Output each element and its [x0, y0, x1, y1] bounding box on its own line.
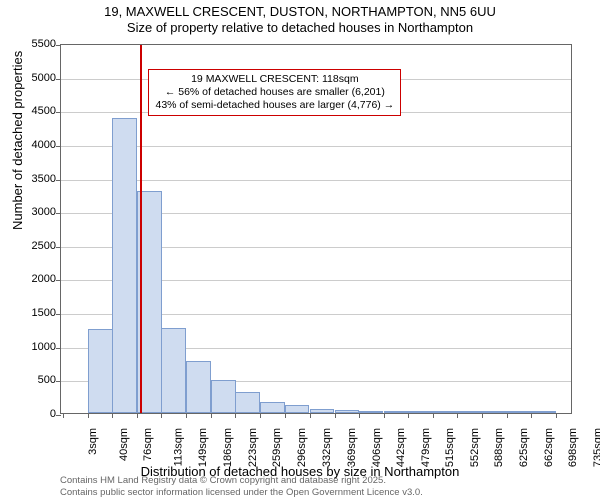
- xtick-mark: [161, 413, 162, 418]
- ytick-mark: [56, 348, 61, 349]
- histogram-bar: [457, 411, 482, 413]
- histogram-bar: [186, 361, 211, 413]
- ytick-label: 4000: [8, 139, 56, 151]
- xtick-label: 259sqm: [272, 428, 284, 467]
- xtick-mark: [457, 413, 458, 418]
- histogram-bar: [211, 380, 236, 413]
- xtick-label: 296sqm: [297, 428, 309, 467]
- xtick-mark: [235, 413, 236, 418]
- xtick-mark: [359, 413, 360, 418]
- xtick-label: 698sqm: [567, 428, 579, 467]
- xtick-label: 149sqm: [198, 428, 210, 467]
- xtick-label: 588sqm: [493, 428, 505, 467]
- xtick-mark: [482, 413, 483, 418]
- xtick-mark: [556, 413, 557, 418]
- xtick-mark: [408, 413, 409, 418]
- histogram-bar: [161, 328, 186, 413]
- xtick-mark: [335, 413, 336, 418]
- histogram-bar: [235, 392, 260, 413]
- gridline: [61, 180, 571, 181]
- ytick-mark: [56, 280, 61, 281]
- xtick-mark: [186, 413, 187, 418]
- xtick-label: 515sqm: [444, 428, 456, 467]
- ytick-mark: [56, 45, 61, 46]
- xtick-label: 369sqm: [346, 428, 358, 467]
- annotation-line1: 19 MAXWELL CRESCENT: 118sqm: [155, 73, 394, 86]
- gridline: [61, 146, 571, 147]
- title-line-2: Size of property relative to detached ho…: [0, 20, 600, 36]
- xtick-label: 3sqm: [87, 428, 99, 455]
- xtick-label: 552sqm: [469, 428, 481, 467]
- ytick-label: 2000: [8, 273, 56, 285]
- xtick-mark: [433, 413, 434, 418]
- histogram-bar: [260, 402, 285, 413]
- ytick-mark: [56, 146, 61, 147]
- xtick-label: 332sqm: [321, 428, 333, 467]
- ytick-label: 1000: [8, 341, 56, 353]
- xtick-mark: [137, 413, 138, 418]
- ytick-label: 5500: [8, 38, 56, 50]
- xtick-label: 625sqm: [518, 428, 530, 467]
- ytick-label: 4500: [8, 105, 56, 117]
- histogram-bar: [285, 405, 310, 413]
- ytick-label: 5000: [8, 72, 56, 84]
- xtick-label: 186sqm: [222, 428, 234, 467]
- histogram-bar: [482, 411, 507, 413]
- ytick-label: 1500: [8, 307, 56, 319]
- ytick-label: 3500: [8, 173, 56, 185]
- plot-area: 19 MAXWELL CRESCENT: 118sqm← 56% of deta…: [60, 44, 572, 414]
- ytick-mark: [56, 79, 61, 80]
- xtick-label: 735sqm: [592, 428, 600, 467]
- ytick-label: 500: [8, 374, 56, 386]
- annotation-line2: ← 56% of detached houses are smaller (6,…: [155, 86, 394, 99]
- xtick-mark: [112, 413, 113, 418]
- xtick-label: 442sqm: [395, 428, 407, 467]
- xtick-label: 113sqm: [172, 428, 184, 466]
- ytick-mark: [56, 381, 61, 382]
- title-block: 19, MAXWELL CRESCENT, DUSTON, NORTHAMPTO…: [0, 0, 600, 37]
- xtick-mark: [384, 413, 385, 418]
- histogram-bar: [310, 409, 335, 413]
- ytick-mark: [56, 112, 61, 113]
- xtick-mark: [285, 413, 286, 418]
- title-line-1: 19, MAXWELL CRESCENT, DUSTON, NORTHAMPTO…: [0, 4, 600, 20]
- chart-container: 19, MAXWELL CRESCENT, DUSTON, NORTHAMPTO…: [0, 0, 600, 500]
- xtick-mark: [310, 413, 311, 418]
- xtick-mark: [63, 413, 64, 418]
- ytick-mark: [56, 314, 61, 315]
- ytick-label: 3000: [8, 206, 56, 218]
- histogram-bar: [408, 411, 433, 413]
- histogram-bar: [88, 329, 113, 413]
- annotation-box: 19 MAXWELL CRESCENT: 118sqm← 56% of deta…: [148, 69, 401, 116]
- histogram-bar: [384, 411, 409, 413]
- xtick-label: 479sqm: [420, 428, 432, 467]
- xtick-mark: [88, 413, 89, 418]
- ytick-label: 0: [8, 408, 56, 420]
- xtick-mark: [531, 413, 532, 418]
- xtick-label: 662sqm: [543, 428, 555, 467]
- xtick-mark: [507, 413, 508, 418]
- property-marker-line: [140, 45, 142, 413]
- xtick-label: 406sqm: [371, 428, 383, 467]
- xtick-mark: [260, 413, 261, 418]
- xtick-label: 40sqm: [118, 428, 130, 461]
- histogram-bar: [507, 411, 532, 413]
- footer-attribution: Contains HM Land Registry data © Crown c…: [60, 475, 423, 498]
- annotation-line3: 43% of semi-detached houses are larger (…: [155, 99, 394, 112]
- ytick-mark: [56, 180, 61, 181]
- footer-line-2: Contains public sector information licen…: [60, 487, 423, 498]
- footer-line-1: Contains HM Land Registry data © Crown c…: [60, 475, 423, 486]
- ytick-mark: [56, 213, 61, 214]
- xtick-label: 223sqm: [247, 428, 259, 467]
- ytick-mark: [56, 247, 61, 248]
- xtick-mark: [211, 413, 212, 418]
- ytick-mark: [56, 415, 61, 416]
- xtick-label: 76sqm: [142, 428, 154, 461]
- ytick-label: 2500: [8, 240, 56, 252]
- histogram-bar: [335, 410, 360, 413]
- histogram-bar: [531, 411, 556, 413]
- histogram-bar: [433, 411, 458, 413]
- histogram-bar: [359, 411, 384, 413]
- histogram-bar: [112, 118, 137, 413]
